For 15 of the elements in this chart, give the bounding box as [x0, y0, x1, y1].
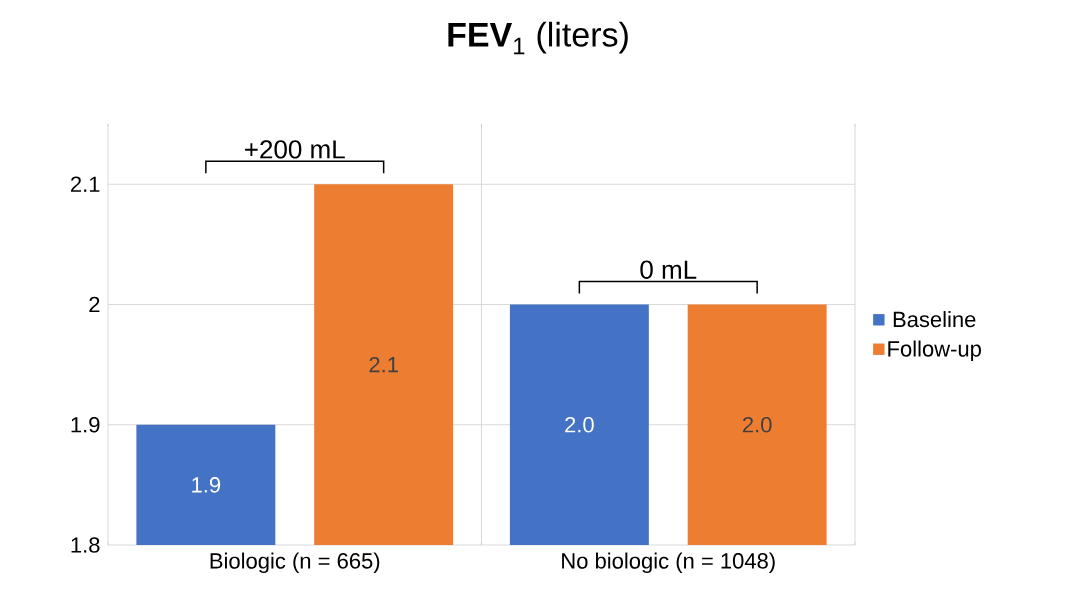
x-tick-label: Biologic (n = 665): [210, 552, 380, 574]
data-label: 2.1: [369, 356, 398, 373]
x-tick-label: No biologic (n = 1048): [562, 552, 775, 574]
legend-label: Follow-up: [888, 340, 981, 362]
data-label: 2.0: [565, 416, 594, 433]
legend-label: Baseline: [893, 311, 976, 328]
y-tick-label: 2: [89, 296, 100, 313]
chart-title: FEV$_{1}$ (liters): [448, 21, 628, 55]
data-label: 2.0: [742, 416, 772, 433]
y-tick-label: 2.1: [71, 176, 100, 192]
annotation: 0 mL: [640, 260, 697, 279]
y-tick-label: 1.8: [71, 537, 100, 553]
y-tick-label: 1.9: [71, 416, 100, 433]
annotation: +200 mL: [245, 140, 345, 159]
data-label: 1.9: [192, 477, 221, 493]
